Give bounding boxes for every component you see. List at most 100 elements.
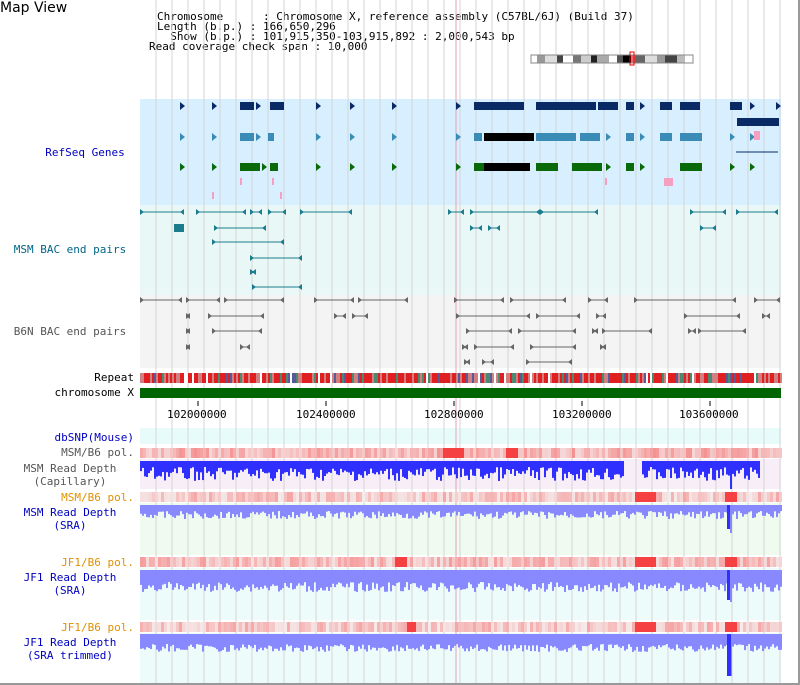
polymorphism-cell (713, 557, 716, 567)
repeat-segment (498, 373, 500, 383)
polymorphism-cell (599, 448, 602, 458)
bac-end-marker (404, 297, 408, 303)
depth-bar (718, 634, 720, 649)
depth-bar (730, 461, 732, 489)
polymorphism-cell (524, 622, 527, 632)
depth-bar (652, 634, 654, 646)
depth-bar (168, 570, 170, 583)
polymorphism-cell (191, 557, 194, 567)
depth-bar (522, 461, 524, 472)
track-label-msm-depth-capillary[interactable]: MSM Read Depth (Capillary) (23, 462, 117, 488)
depth-bar (184, 570, 186, 591)
polymorphism-cell (461, 448, 464, 458)
depth-bar (408, 505, 410, 519)
depth-bar (452, 634, 454, 648)
depth-bar (684, 570, 686, 591)
polymorphism-cell (179, 557, 182, 567)
depth-bar (600, 634, 602, 645)
depth-bar (638, 570, 640, 583)
repeat-segment (588, 373, 590, 383)
depth-bar (596, 461, 598, 476)
track-label-refseq[interactable]: RefSeq Genes (45, 146, 125, 159)
track-label-msm-depth-sra[interactable]: MSM Read Depth (SRA) (23, 506, 117, 532)
track-label-jf1-b6-pol-2[interactable]: JF1/B6 pol. (61, 621, 134, 634)
depth-bar (232, 505, 234, 514)
track-label-jf1-b6-pol-1[interactable]: JF1/B6 pol. (61, 556, 134, 569)
track-label-b6n-bac[interactable]: B6N BAC end pairs (13, 325, 127, 338)
depth-bar (262, 505, 264, 512)
depth-bar (238, 461, 240, 473)
polymorphism-cell (200, 448, 203, 458)
depth-bar (672, 570, 674, 589)
depth-bar (274, 570, 276, 586)
polymorphism-cell (668, 557, 671, 567)
depth-bar (746, 634, 748, 647)
depth-bar (546, 570, 548, 590)
repeat-segment (156, 373, 158, 383)
polymorphism-cell (524, 448, 527, 458)
repeat-segment (194, 373, 196, 383)
repeat-segment (344, 373, 346, 383)
polymorphism-cell (350, 557, 353, 567)
polymorphism-cell (518, 557, 521, 567)
depth-bar (476, 634, 478, 645)
depth-bar (566, 634, 568, 652)
depth-bar (344, 505, 346, 513)
polymorphism-cell (299, 492, 302, 502)
track-label-jf1-depth-trimmed[interactable]: JF1 Read Depth (SRA trimmed) (23, 636, 117, 662)
depth-bar (190, 634, 192, 645)
depth-bar (254, 634, 256, 645)
depth-bar (406, 461, 408, 480)
polymorphism-cell (326, 448, 329, 458)
depth-bar (650, 570, 652, 585)
polymorphism-cell (557, 622, 560, 632)
polymorphism-cell (545, 492, 548, 502)
depth-bar (604, 461, 606, 473)
track-label-msm-b6-pol-1[interactable]: MSM/B6 pol. (61, 446, 134, 459)
depth-bar (480, 505, 482, 514)
polymorphism-cell (458, 448, 461, 458)
polymorphism-cell (632, 557, 635, 567)
depth-bar (402, 461, 404, 477)
depth-bar (358, 570, 360, 584)
depth-bar (458, 505, 460, 512)
depth-bar (638, 634, 640, 652)
depth-bar (214, 634, 216, 648)
polymorphism-cell (650, 622, 653, 632)
polymorphism-cell (422, 448, 425, 458)
depth-bar (294, 461, 296, 470)
depth-bar (480, 570, 482, 583)
depth-bar (727, 634, 731, 676)
polymorphism-cell (554, 492, 557, 502)
depth-bar (516, 505, 518, 518)
depth-bar (732, 570, 734, 589)
depth-bar (372, 570, 374, 583)
track-label-msm-b6-pol-2[interactable]: MSM/B6 pol. (61, 491, 134, 504)
repeat-segment (482, 373, 484, 383)
depth-bar (296, 634, 298, 648)
depth-bar (258, 505, 260, 515)
polymorphism-cell (389, 448, 392, 458)
bac-end-marker (684, 313, 688, 319)
depth-bar (522, 505, 524, 512)
depth-bar (390, 505, 392, 517)
track-label-msm-bac[interactable]: MSM BAC end pairs (13, 243, 127, 256)
ideogram-band (573, 55, 581, 63)
gene-marker (350, 102, 355, 110)
depth-bar (212, 634, 214, 647)
polymorphism-cell (296, 492, 299, 502)
repeat-segment (760, 373, 762, 383)
depth-bar (406, 505, 408, 514)
track-label-dbsnp[interactable]: dbSNP(Mouse) (54, 431, 134, 444)
ideogram-outline (530, 54, 694, 64)
ideogram-band (657, 55, 665, 63)
depth-bar (522, 634, 524, 652)
repeat-segment (374, 373, 376, 383)
depth-bar (710, 505, 712, 515)
polymorphism-cell (659, 622, 662, 632)
polymorphism-cell (242, 557, 245, 567)
track-label-jf1-depth-sra[interactable]: JF1 Read Depth (SRA) (23, 571, 117, 597)
depth-bar (276, 570, 278, 586)
depth-bar (520, 570, 522, 587)
